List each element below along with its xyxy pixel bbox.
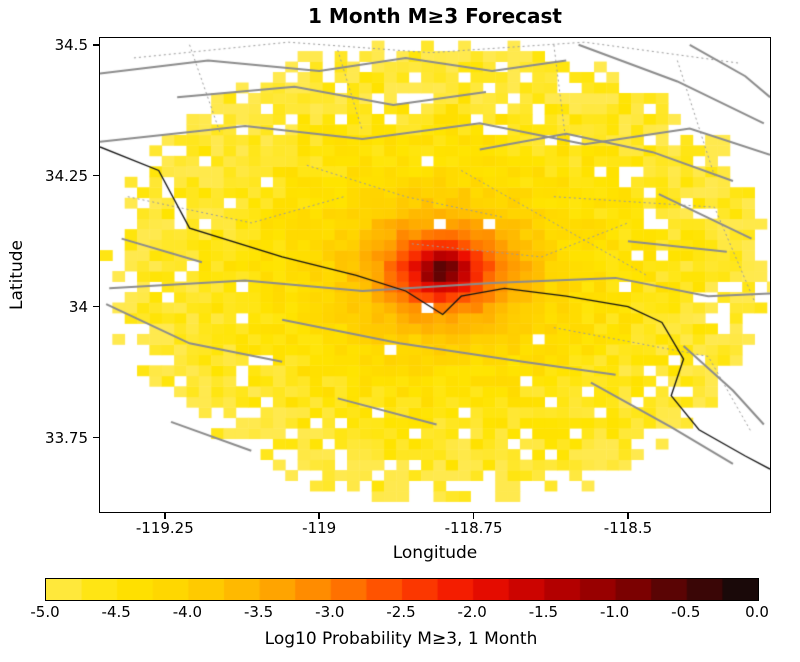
x-tick-label: -119: [302, 519, 337, 537]
x-axis-label: Longitude: [392, 543, 478, 563]
y-tick-label: 34.5: [54, 35, 88, 54]
heatmap-canvas: [100, 38, 770, 512]
colorbar-tick-label: -1.0: [599, 603, 630, 621]
colorbar-label: Log10 Probability M≥3, 1 Month: [264, 629, 538, 649]
y-tick-mark: [93, 44, 100, 46]
x-tick-mark: [472, 513, 475, 519]
chart-title: 1 Month M≥3 Forecast: [308, 4, 562, 28]
y-tick-mark: [93, 174, 100, 177]
y-tick-mark: [93, 436, 100, 439]
x-tick-label: -119.25: [135, 519, 194, 537]
x-tick-mark: [318, 513, 320, 519]
colorbar-gradient: [45, 578, 759, 601]
colorbar-tick-label: -5.0: [30, 603, 60, 621]
y-tick-mark: [93, 305, 100, 308]
y-tick-label: 34.25: [45, 166, 88, 185]
colorbar-tick-label: -0.5: [671, 603, 701, 621]
colorbar-tick-label: -3.5: [243, 603, 274, 621]
y-tick-label: 33.75: [45, 428, 88, 447]
colorbar-tick-label: 0.0: [745, 603, 769, 621]
x-tick-mark: [627, 513, 629, 519]
colorbar-tick-label: -2.5: [386, 603, 416, 621]
colorbar-tick-label: -4.5: [101, 603, 131, 621]
x-tick-label: -118.5: [603, 519, 653, 537]
y-tick-label: 34: [68, 297, 88, 316]
colorbar-tick-label: -4.0: [172, 603, 203, 621]
colorbar-tick-label: -2.0: [457, 603, 487, 621]
x-tick-mark: [164, 513, 166, 519]
x-tick-label: -118.75: [444, 519, 503, 537]
colorbar-tick-label: -1.5: [528, 603, 559, 621]
colorbar-tick-label: -3.0: [315, 603, 345, 621]
